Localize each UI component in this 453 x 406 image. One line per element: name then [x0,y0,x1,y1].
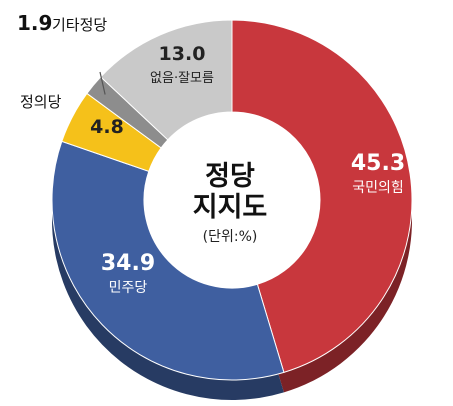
center-unit: (단위:%) [203,229,258,245]
value-label-etc: 1.9 [17,11,52,35]
value-label-justice: 4.8 [90,116,124,138]
name-label-none: 없음·잘모름 [150,71,214,86]
name-label-democratic: 민주당 [109,280,148,296]
donut-slices [51,19,413,381]
center-title-line-1: 정당 [205,161,255,192]
value-label-ppp: 45.3 [351,151,405,176]
center-title-line-2: 지지도 [193,192,268,223]
value-label-none: 13.0 [159,43,206,65]
name-label-etc: 기타정당 [52,16,107,34]
donut-hole [144,112,320,288]
name-label-justice: 정의당 [20,93,62,111]
value-label-democratic: 34.9 [101,251,155,276]
leader-line-etc [99,71,106,95]
center-label: 정당 지지도 (단위:%) [193,161,268,245]
name-label-ppp: 국민의힘 [352,180,404,196]
